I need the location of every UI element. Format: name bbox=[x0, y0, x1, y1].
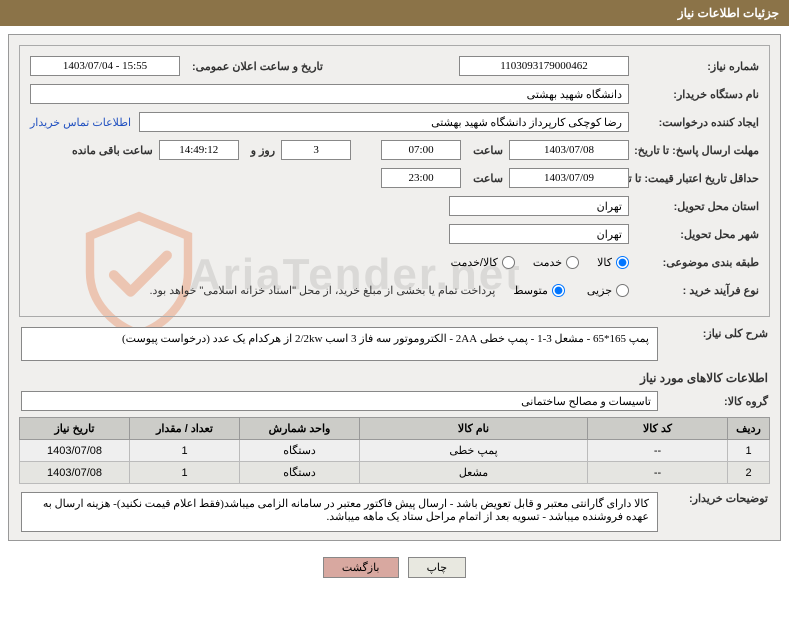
cell-unit: دستگاه bbox=[240, 440, 360, 462]
proc-medium-label: متوسط bbox=[513, 284, 548, 297]
proc-medium-item[interactable]: متوسط bbox=[513, 284, 565, 297]
goods-group-label: گروه کالا: bbox=[658, 395, 768, 408]
proc-medium-radio[interactable] bbox=[552, 284, 565, 297]
print-button[interactable]: چاپ bbox=[408, 557, 467, 578]
cell-code: -- bbox=[588, 440, 728, 462]
th-unit: واحد شمارش bbox=[240, 418, 360, 440]
delivery-province-label: استان محل تحویل: bbox=[629, 200, 759, 213]
th-row: ردیف bbox=[728, 418, 770, 440]
need-no-label: شماره نیاز: bbox=[629, 60, 759, 73]
table-row[interactable]: 2--مشعلدستگاه11403/07/08 bbox=[20, 462, 770, 484]
cell-unit: دستگاه bbox=[240, 462, 360, 484]
th-qty: تعداد / مقدار bbox=[130, 418, 240, 440]
panel-title: جزئیات اطلاعات نیاز bbox=[0, 0, 789, 26]
cat-goods-label: کالا bbox=[597, 256, 612, 269]
goods-group-input[interactable] bbox=[21, 391, 658, 411]
reply-deadline-label: مهلت ارسال پاسخ: تا تاریخ: bbox=[629, 144, 759, 157]
requester-label: ایجاد کننده درخواست: bbox=[629, 116, 759, 129]
price-validity-date[interactable] bbox=[509, 168, 629, 188]
th-name: نام کالا bbox=[360, 418, 588, 440]
cat-goods-radio[interactable] bbox=[616, 256, 629, 269]
process-radios: جزیی متوسط bbox=[513, 284, 629, 297]
hour-label-1: ساعت bbox=[467, 144, 503, 157]
purchase-note: پرداخت تمام یا بخشی از مبلغ خرید، از محل… bbox=[144, 284, 496, 297]
announce-datetime-input[interactable] bbox=[30, 56, 180, 76]
cat-service-radio[interactable] bbox=[566, 256, 579, 269]
cat-both-radio[interactable] bbox=[502, 256, 515, 269]
buyer-notes-text[interactable] bbox=[21, 492, 658, 532]
th-code: کد کالا bbox=[588, 418, 728, 440]
remaining-label: ساعت باقی مانده bbox=[66, 144, 153, 157]
category-radios: کالا خدمت کالا/خدمت bbox=[451, 256, 629, 269]
cell-qty: 1 bbox=[130, 440, 240, 462]
th-date: تاریخ نیاز bbox=[20, 418, 130, 440]
reply-deadline-time[interactable] bbox=[381, 140, 461, 160]
proc-partial-item[interactable]: جزیی bbox=[587, 284, 629, 297]
need-no-input[interactable] bbox=[459, 56, 629, 76]
cell-name: پمپ خطی bbox=[360, 440, 588, 462]
countdown-time bbox=[159, 140, 239, 160]
need-desc-text[interactable] bbox=[21, 327, 658, 361]
proc-partial-label: جزیی bbox=[587, 284, 612, 297]
countdown-days bbox=[281, 140, 351, 160]
cell-date: 1403/07/08 bbox=[20, 440, 130, 462]
cell-row: 2 bbox=[728, 462, 770, 484]
goods-table: ردیف کد کالا نام کالا واحد شمارش تعداد /… bbox=[19, 417, 770, 484]
announce-datetime-label: تاریخ و ساعت اعلان عمومی: bbox=[186, 60, 323, 73]
purchase-process-label: نوع فرآیند خرید : bbox=[629, 284, 759, 297]
requester-input[interactable] bbox=[139, 112, 629, 132]
cell-name: مشعل bbox=[360, 462, 588, 484]
buyer-notes-label: توضیحات خریدار: bbox=[658, 492, 768, 505]
buyer-contact-link[interactable]: اطلاعات تماس خریدار bbox=[30, 116, 131, 129]
price-validity-time[interactable] bbox=[381, 168, 461, 188]
cat-service-label: خدمت bbox=[533, 256, 562, 269]
cat-service-item[interactable]: خدمت bbox=[533, 256, 579, 269]
delivery-city-input[interactable] bbox=[449, 224, 629, 244]
delivery-city-label: شهر محل تحویل: bbox=[629, 228, 759, 241]
delivery-province-input[interactable] bbox=[449, 196, 629, 216]
goods-info-title: اطلاعات کالاهای مورد نیاز bbox=[21, 371, 768, 385]
details-group: شماره نیاز: تاریخ و ساعت اعلان عمومی: نا… bbox=[19, 45, 770, 317]
table-row[interactable]: 1--پمپ خطیدستگاه11403/07/08 bbox=[20, 440, 770, 462]
cat-goods-item[interactable]: کالا bbox=[597, 256, 629, 269]
price-validity-label: حداقل تاریخ اعتبار قیمت: تا تاریخ: bbox=[629, 172, 759, 185]
cell-qty: 1 bbox=[130, 462, 240, 484]
buyer-org-label: نام دستگاه خریدار: bbox=[629, 88, 759, 101]
buyer-org-input[interactable] bbox=[30, 84, 629, 104]
back-button[interactable]: بازگشت bbox=[323, 557, 399, 578]
need-desc-label: شرح کلی نیاز: bbox=[658, 327, 768, 340]
cell-date: 1403/07/08 bbox=[20, 462, 130, 484]
cat-both-label: کالا/خدمت bbox=[451, 256, 498, 269]
button-row: چاپ بازگشت bbox=[8, 549, 781, 582]
cell-row: 1 bbox=[728, 440, 770, 462]
category-label: طبقه بندی موضوعی: bbox=[629, 256, 759, 269]
cat-both-item[interactable]: کالا/خدمت bbox=[451, 256, 515, 269]
reply-deadline-date[interactable] bbox=[509, 140, 629, 160]
proc-partial-radio[interactable] bbox=[616, 284, 629, 297]
cell-code: -- bbox=[588, 462, 728, 484]
hour-label-2: ساعت bbox=[467, 172, 503, 185]
days-and-label: روز و bbox=[245, 144, 275, 157]
